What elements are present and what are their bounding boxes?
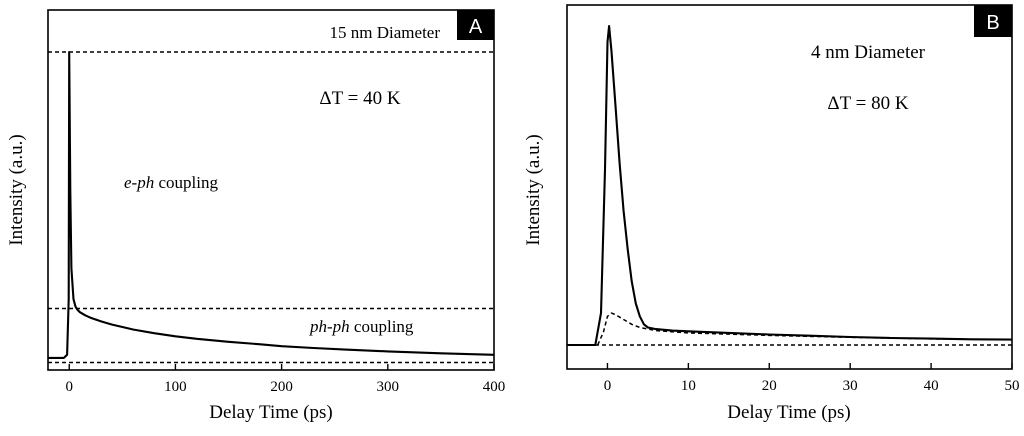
panel-b-x-tick-label: 40	[924, 378, 939, 394]
panel-a-x-tick-label: 0	[65, 379, 73, 395]
panel-a-x-tick-label: 300	[377, 379, 400, 395]
panel-b-x-tick-label: 10	[681, 378, 696, 394]
panel-a-phph-label: ph-ph coupling	[309, 317, 414, 336]
panel-a-frame	[47, 9, 495, 371]
panel-b-x-tick-label: 30	[843, 378, 858, 394]
panel-a-badge-letter: A	[469, 16, 483, 38]
panel-b-frame	[566, 4, 1013, 370]
panel-a-x-tick-label: 200	[270, 379, 293, 395]
panel-b-series-signal	[567, 24, 1013, 347]
panel-a-y-axis-label: Intensity (a.u.)	[6, 134, 27, 245]
panel-a-x-axis-label: Delay Time (ps)	[209, 402, 333, 423]
panel-a-delta-t-label: ΔT = 40 K	[319, 88, 400, 109]
panel-a-series	[48, 50, 495, 359]
phph-rest: coupling	[350, 317, 414, 336]
panel-b-series	[567, 24, 1013, 347]
panel-a-diameter-label: 15 nm Diameter	[330, 23, 441, 42]
panel-b-x-tick-label: 0	[604, 378, 612, 394]
panel-b-x-tick-label: 50	[1005, 378, 1020, 394]
panel-b-x-ticks: 0 10 20 30 40 50	[604, 363, 1020, 394]
panel-a-x-tick-label: 400	[483, 379, 506, 395]
panel-a-x-ticks: 0 100 200 300 400	[65, 364, 505, 395]
panel-b-badge-letter: B	[986, 12, 999, 34]
phph-italic: ph-ph	[309, 317, 350, 336]
panel-a-eph-label: e-ph coupling	[124, 173, 218, 192]
panel-b-diameter-label: 4 nm Diameter	[811, 42, 926, 63]
panel-b-series-component	[597, 312, 1013, 346]
panel-a-x-tick-label: 100	[164, 379, 187, 395]
panel-a-series-signal	[48, 50, 495, 359]
panel-b: 0 10 20 30 40 50 Delay Time (ps) Intensity (a…	[523, 4, 1020, 423]
eph-rest: coupling	[154, 173, 218, 192]
panel-a-badge	[457, 10, 494, 40]
eph-italic: e-ph	[124, 173, 154, 192]
panel-b-delta-t-label: ΔT = 80 K	[827, 93, 908, 114]
panel-a: 0 100 200 300 400 Delay Time (ps) Intensity …	[6, 9, 505, 423]
panel-b-x-tick-label: 20	[762, 378, 777, 394]
panel-a-reference-lines	[48, 51, 494, 364]
panel-b-x-axis-label: Delay Time (ps)	[727, 402, 851, 423]
panel-b-y-axis-label: Intensity (a.u.)	[523, 134, 544, 245]
panel-b-badge	[974, 5, 1012, 37]
